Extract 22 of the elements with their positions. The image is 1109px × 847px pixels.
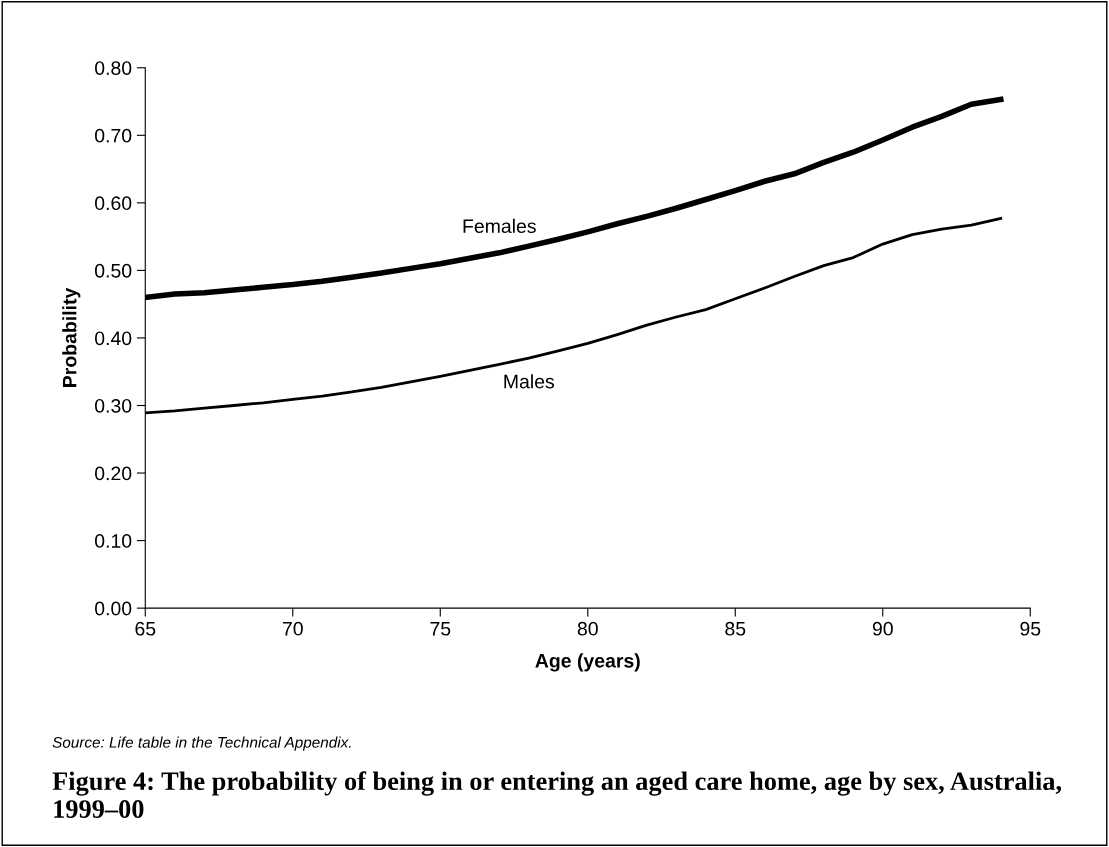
y-axis-title: Probability [62,287,81,387]
x-tick-label: 95 [1020,621,1041,636]
y-tick-label: 0.80 [95,61,132,75]
series-label: Females [463,218,536,234]
source-note: Source: Life table in the Technical Appendix. [52,736,351,751]
x-tick-label: 90 [872,621,893,636]
x-axis-title: Age (years) [535,653,640,672]
y-tick-label: 0.30 [95,398,132,413]
x-tick-label: 85 [725,621,746,636]
y-tick-label: 0.60 [95,196,132,211]
x-tick-label: 75 [430,622,451,636]
y-tick-label: 0.50 [95,263,132,278]
x-tick-label: 65 [135,621,156,636]
series-label: Males [504,374,554,389]
y-tick-label: 0.10 [95,534,132,548]
y-tick-label: 0.40 [95,331,132,346]
text: Figure 4: The probability of being in or entering an aged care home, age by sex, Australia, 1999–00 [52,771,1062,818]
x-tick-label: 80 [577,621,598,636]
x-tick-label: 70 [282,621,303,636]
y-tick-label: 0.20 [95,466,132,481]
y-tick-label: 0.00 [95,601,132,616]
y-tick-label: 0.70 [95,128,132,143]
